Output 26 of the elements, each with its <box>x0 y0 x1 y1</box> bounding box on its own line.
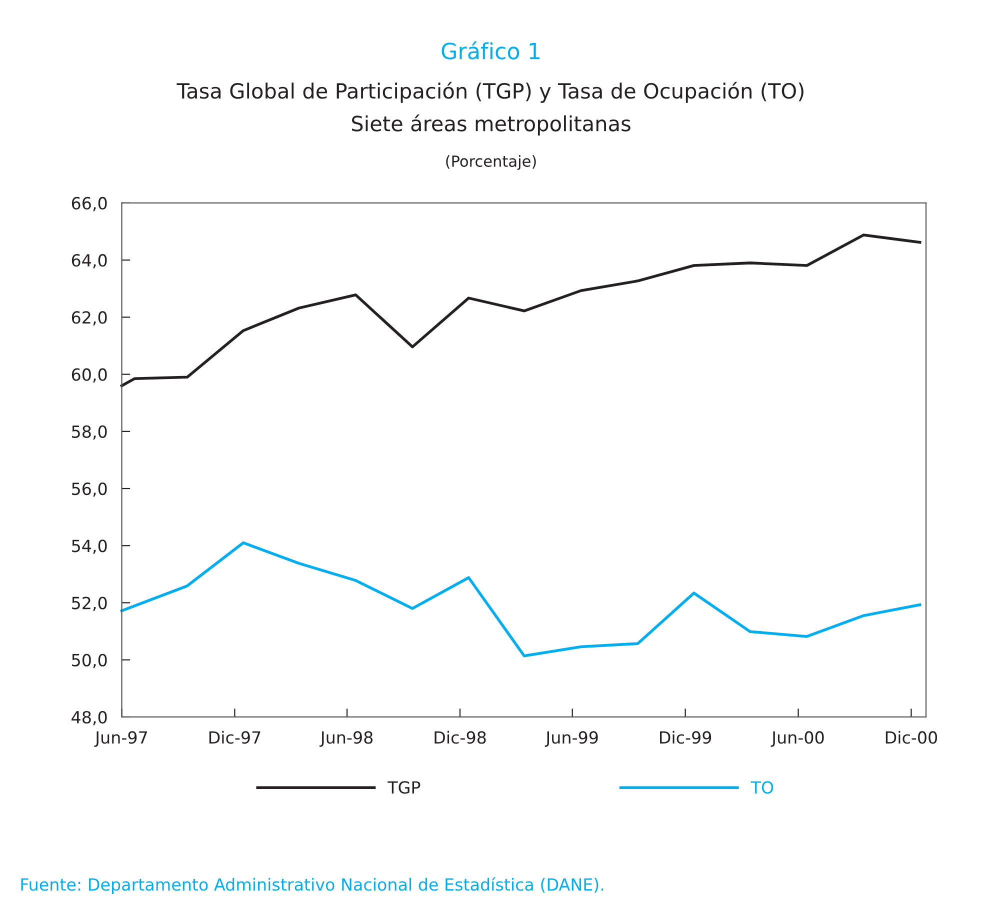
y-tick-label: 56,0 <box>72 482 107 497</box>
x-tick-label: Dic-98 <box>434 730 486 744</box>
y-tick-label: 48,0 <box>72 710 107 726</box>
text: TGP <box>388 781 420 794</box>
y-tick-label: 64,0 <box>72 254 107 268</box>
y-tick-label: 62,0 <box>72 311 107 326</box>
y-tick-label: 54,0 <box>72 540 107 554</box>
x-tick-label: Jun-00 <box>770 731 824 747</box>
text: TO <box>750 781 774 794</box>
y-tick-label: 66,0 <box>72 196 107 212</box>
y-tick-label: 58,0 <box>72 425 107 440</box>
x-tick-label: Dic-00 <box>886 730 938 744</box>
line-series <box>120 541 922 658</box>
x-tick-label: Jun-97 <box>94 731 147 747</box>
source-note: Fuente: Departamento Administrativo Nacional de Estadística (DANE). <box>21 877 604 894</box>
chart-title: Gráfico 1 <box>442 41 540 60</box>
y-tick-label: 52,0 <box>72 596 107 612</box>
line-series <box>120 234 922 388</box>
text: (Porcentaje) <box>446 155 536 170</box>
x-tick-label: Dic-97 <box>209 730 260 744</box>
chart-subtitle: Tasa Global de Participación (TGP) y Tasa de Ocupación (TO) Siete áreas metropolitanas <box>176 82 804 136</box>
x-tick-label: Jun-99 <box>544 731 598 747</box>
x-tick-label: Dic-99 <box>660 730 712 744</box>
x-tick-label: Jun-98 <box>320 731 373 747</box>
y-tick-label: 50,0 <box>72 654 107 668</box>
y-tick-label: 60,0 <box>72 368 107 383</box>
